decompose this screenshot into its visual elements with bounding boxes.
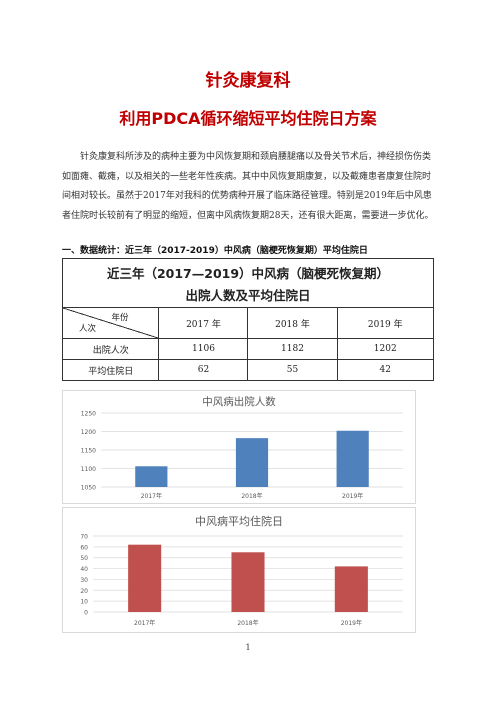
table-cell: 62 (158, 359, 249, 381)
y-tick-label: 40 (80, 566, 88, 573)
table-row-label: 出院人次 (61, 338, 160, 360)
bar (231, 552, 265, 612)
department-title: 针灸康复科 (205, 71, 291, 91)
x-tick-label: 2018年 (241, 492, 262, 500)
x-tick-label: 2018年 (237, 619, 258, 627)
y-tick-label: 30 (80, 577, 88, 584)
stats-table: 近三年（2017—2019）中风病（脑梗死恢复期） 出院人数及平均住院日 年份 … (61, 258, 435, 381)
corner-year-label: 年份 (111, 313, 129, 323)
table-row: 平均住院日 62 55 42 (61, 359, 435, 381)
table-year-header: 2018 年 (247, 307, 338, 339)
bar (336, 430, 369, 487)
chart-title: 中风病出院人数 (202, 395, 276, 408)
table-row: 出院人次 1106 1182 1202 (61, 338, 435, 360)
intro-paragraph: 针灸康复科所涉及的病种主要为中风恢复期和颈肩腰腿痛以及骨关节术后，神经损伤伤类如… (62, 152, 434, 221)
page-number: 1 (245, 643, 251, 652)
y-tick-label: 1100 (81, 466, 96, 473)
plan-title: 利用PDCA循环缩短平均住院日方案 (119, 109, 377, 128)
y-tick-label: 0 (84, 610, 88, 617)
bar (128, 544, 162, 612)
bar (334, 566, 368, 612)
y-tick-label: 1250 (81, 411, 96, 418)
y-tick-label: 1050 (81, 485, 96, 492)
table-year-header: 2017 年 (158, 307, 249, 339)
section-heading: 一、数据统计：近三年（2017-2019）中风病（脑梗死恢复期）平均住院日 (62, 246, 368, 256)
y-tick-label: 1200 (81, 429, 96, 436)
x-tick-label: 2019年 (341, 619, 362, 627)
table-cell: 1202 (336, 338, 435, 360)
table-cell: 1106 (158, 338, 249, 360)
discharge-count-chart-svg: 中风病出院人数 1050 1100 1150 1200 1250 2017年 2018年 201… (81, 395, 403, 500)
y-tick-label: 10 (80, 599, 88, 606)
chart-title: 中风病平均住院日 (195, 514, 283, 528)
y-tick-label: 60 (80, 544, 88, 551)
table-year-header: 2019 年 (336, 307, 435, 339)
y-tick-label: 20 (80, 588, 88, 595)
discharge-count-chart: 中风病出院人数 1050 1100 1150 1200 1250 2017年 2018年 201… (62, 390, 416, 504)
avg-stay-chart-svg: 中风病平均住院日 0 10 20 30 40 50 60 70 2017年 2018年 2019年 (80, 514, 403, 627)
bar (135, 466, 168, 487)
x-tick-label: 2017年 (141, 492, 162, 500)
corner-count-label: 人次 (79, 324, 97, 334)
table-corner-cell: 年份 人次 (61, 307, 160, 339)
table-row-label: 平均住院日 (61, 359, 160, 381)
table-cell: 42 (336, 359, 435, 381)
y-tick-label: 1150 (81, 448, 96, 455)
table-cell: 55 (247, 359, 338, 381)
table-caption-line2: 出院人数及平均住院日 (62, 285, 434, 308)
x-tick-label: 2019年 (342, 492, 363, 500)
table-caption-line1: 近三年（2017—2019）中风病（脑梗死恢复期） (62, 258, 434, 285)
y-tick-label: 50 (80, 555, 88, 562)
avg-stay-chart: 中风病平均住院日 0 10 20 30 40 50 60 70 2017年 2018年 2019年 (62, 507, 416, 633)
x-tick-label: 2017年 (134, 619, 155, 627)
table-cell: 1182 (247, 338, 338, 360)
y-tick-label: 70 (80, 534, 88, 541)
bar (235, 438, 269, 487)
